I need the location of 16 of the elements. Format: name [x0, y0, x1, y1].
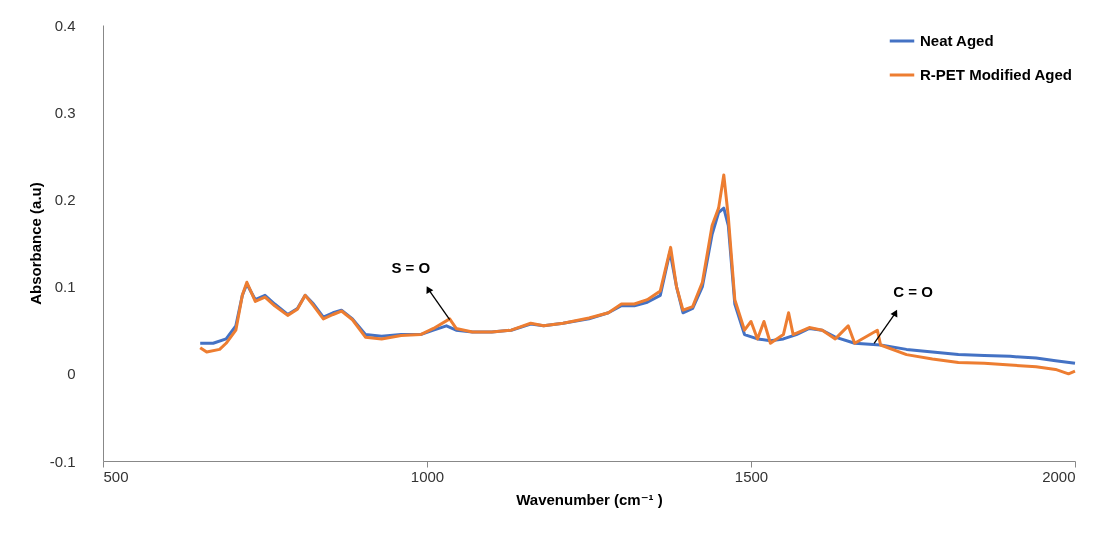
annotation: C = O [893, 282, 934, 300]
x-axis-title: Wavenumber (cm⁻¹ ) [516, 490, 663, 508]
y-tick-label: 0 [67, 365, 76, 383]
legend-label: Neat Aged [920, 32, 994, 49]
x-tick-label: 500 [103, 467, 129, 485]
x-tick-label: 1500 [734, 467, 769, 485]
y-axis-title: Absorbance (a.u) [26, 182, 44, 305]
x-tick-label: 1000 [410, 467, 445, 485]
annotation: S = O [391, 259, 431, 277]
legend-label: R-PET Modified Aged [920, 66, 1072, 83]
y-tick-label: 0.1 [54, 278, 76, 296]
y-tick-label: 0.4 [54, 16, 76, 34]
y-tick-label: 0.3 [54, 103, 76, 121]
y-tick-label: -0.1 [49, 452, 76, 470]
x-tick-label: 2000 [1042, 467, 1076, 485]
y-tick-label: 0.2 [54, 190, 76, 208]
